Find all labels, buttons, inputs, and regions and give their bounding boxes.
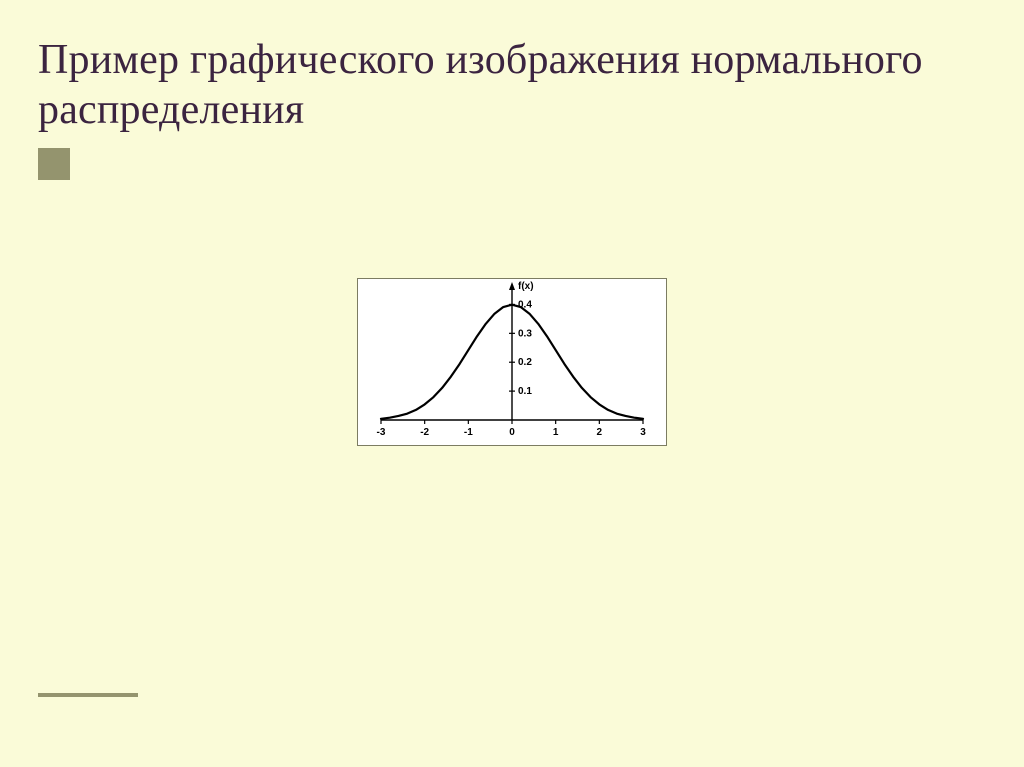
svg-text:1: 1	[553, 427, 559, 438]
svg-text:3: 3	[640, 427, 646, 438]
svg-text:0.1: 0.1	[518, 386, 532, 397]
svg-text:-1: -1	[464, 427, 473, 438]
svg-text:0.2: 0.2	[518, 357, 532, 368]
svg-text:f(x): f(x)	[518, 281, 534, 292]
chart-svg: -3 -2 -1 0 1 2 3 0.1 0.2 0.3 0.4 f(x)	[357, 278, 667, 446]
svg-text:0.4: 0.4	[518, 299, 532, 310]
svg-text:2: 2	[597, 427, 603, 438]
underline-accent	[38, 693, 138, 697]
svg-text:0.3: 0.3	[518, 328, 532, 339]
normal-distribution-chart: -3 -2 -1 0 1 2 3 0.1 0.2 0.3 0.4 f(x)	[357, 278, 667, 446]
title-area: Пример графического изображения нормальн…	[38, 36, 978, 135]
accent-square	[38, 148, 70, 180]
slide-title: Пример графического изображения нормальн…	[38, 36, 978, 135]
svg-text:-3: -3	[377, 427, 386, 438]
svg-text:0: 0	[509, 427, 515, 438]
slide: Пример графического изображения нормальн…	[0, 0, 1024, 767]
svg-text:-2: -2	[420, 427, 429, 438]
